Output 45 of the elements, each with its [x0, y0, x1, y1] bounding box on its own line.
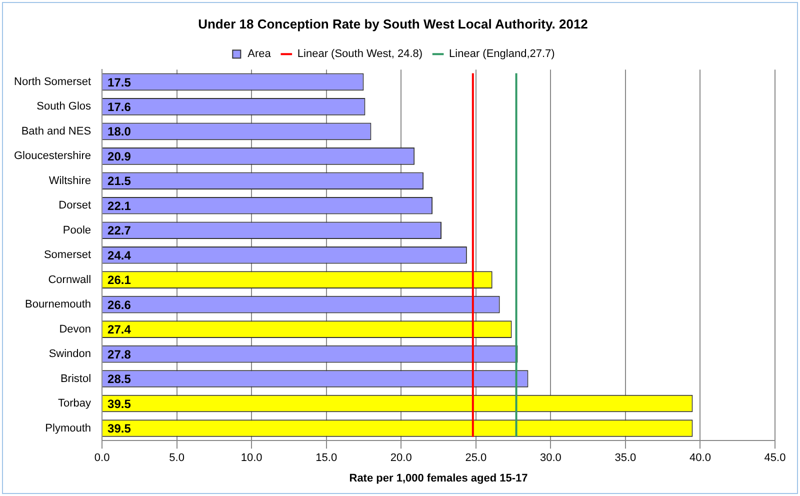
text: 21.5 [108, 174, 131, 188]
text: 18.0 [108, 124, 131, 139]
text: 24.4 [108, 248, 131, 262]
y-tick-label: North Somerset [14, 76, 92, 88]
y-tick-label: Bournemouth [24, 298, 92, 311]
x-tick-label: 30.0 [540, 452, 562, 464]
y-tick-label: Dorset [58, 200, 92, 212]
y-tick-label: Swindon [48, 348, 92, 360]
text: 20.9 [108, 149, 131, 164]
y-tick-label: Bristol [60, 372, 92, 385]
x-tick-label: 40.0 [690, 452, 711, 464]
x-axis-title: Rate per 1,000 females aged 15-17 [349, 472, 528, 484]
text: 17.5 [108, 75, 131, 90]
text: 22.1 [108, 198, 131, 213]
legend-label: Area [248, 48, 272, 60]
y-tick-label: Somerset [44, 249, 92, 262]
text: 27.4 [108, 322, 131, 337]
chart-title: Under 18 Conception Rate by South West Local Authority. 2012 [198, 16, 588, 32]
x-tick-label: 45.0 [764, 452, 786, 464]
y-tick-label: Torbay [58, 398, 92, 410]
y-tick-label: Cornwall [48, 274, 92, 286]
y-tick-label: Bath and NES [21, 125, 92, 138]
x-tick-label: 25.0 [465, 452, 487, 464]
text: 27.8 [108, 347, 131, 362]
x-tick-label: 20.0 [390, 452, 412, 464]
y-tick-label: Plymouth [45, 422, 92, 434]
text: 39.5 [108, 422, 131, 436]
x-tick-label: 5.0 [169, 452, 184, 464]
text: 17.6 [108, 100, 131, 114]
y-tick-label: Wiltshire [48, 174, 92, 187]
text: 28.5 [108, 372, 131, 386]
legend-label: Linear (England,27.7) [449, 48, 555, 60]
text: 39.5 [108, 396, 131, 411]
x-tick-label: 15.0 [316, 452, 338, 464]
text: 26.6 [108, 298, 131, 312]
x-tick-label: 10.0 [240, 452, 262, 464]
x-tick-label: 35.0 [614, 452, 636, 464]
y-tick-label: Poole [62, 224, 92, 236]
y-tick-label: Gloucestershire [14, 150, 92, 162]
y-tick-label: Devon [59, 323, 92, 336]
text: 26.1 [108, 273, 131, 288]
legend-label: Linear (South West, 24.8) [297, 48, 423, 60]
y-tick-label: South Glos [36, 100, 92, 113]
text: 22.7 [108, 224, 131, 238]
x-tick-label: 0.0 [94, 452, 110, 464]
